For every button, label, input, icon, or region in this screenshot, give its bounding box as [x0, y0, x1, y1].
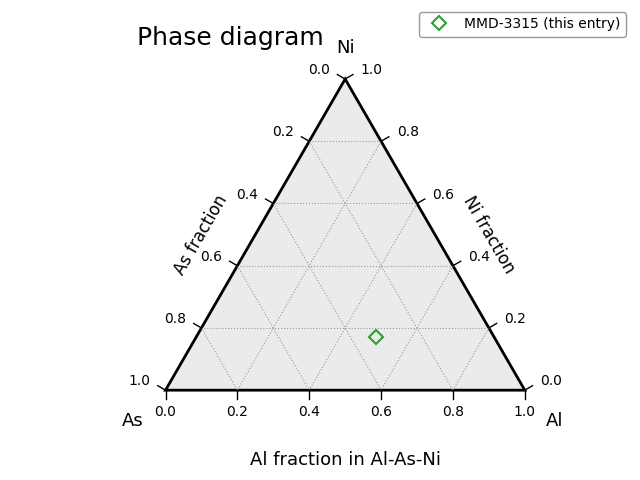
- Text: Phase diagram: Phase diagram: [137, 26, 323, 50]
- Text: 0.0: 0.0: [540, 374, 562, 388]
- Text: Al fraction in Al-As-Ni: Al fraction in Al-As-Ni: [250, 451, 441, 469]
- Text: Al: Al: [547, 412, 564, 430]
- Text: Ni fraction: Ni fraction: [460, 193, 518, 276]
- Text: 1.0: 1.0: [361, 63, 383, 77]
- Legend: MMD-3315 (this entry): MMD-3315 (this entry): [419, 12, 626, 37]
- Text: As fraction: As fraction: [172, 192, 232, 278]
- Text: 0.8: 0.8: [397, 125, 419, 139]
- Text: 0.8: 0.8: [442, 405, 464, 419]
- Text: 1.0: 1.0: [128, 374, 150, 388]
- Text: Ni: Ni: [336, 39, 355, 58]
- Text: 0.6: 0.6: [433, 188, 454, 202]
- Text: 0.6: 0.6: [370, 405, 392, 419]
- Text: 0.4: 0.4: [298, 405, 320, 419]
- Polygon shape: [166, 79, 525, 390]
- Text: 0.2: 0.2: [504, 312, 526, 326]
- Text: 1.0: 1.0: [514, 405, 536, 419]
- Text: 0.4: 0.4: [468, 250, 490, 264]
- Text: 0.6: 0.6: [200, 250, 222, 264]
- Text: 0.8: 0.8: [164, 312, 186, 326]
- Text: 0.2: 0.2: [272, 125, 294, 139]
- Text: 0.0: 0.0: [155, 405, 177, 419]
- Text: As: As: [122, 412, 144, 430]
- Text: 0.2: 0.2: [227, 405, 248, 419]
- Text: 0.4: 0.4: [236, 188, 258, 202]
- Text: 0.0: 0.0: [308, 63, 330, 77]
